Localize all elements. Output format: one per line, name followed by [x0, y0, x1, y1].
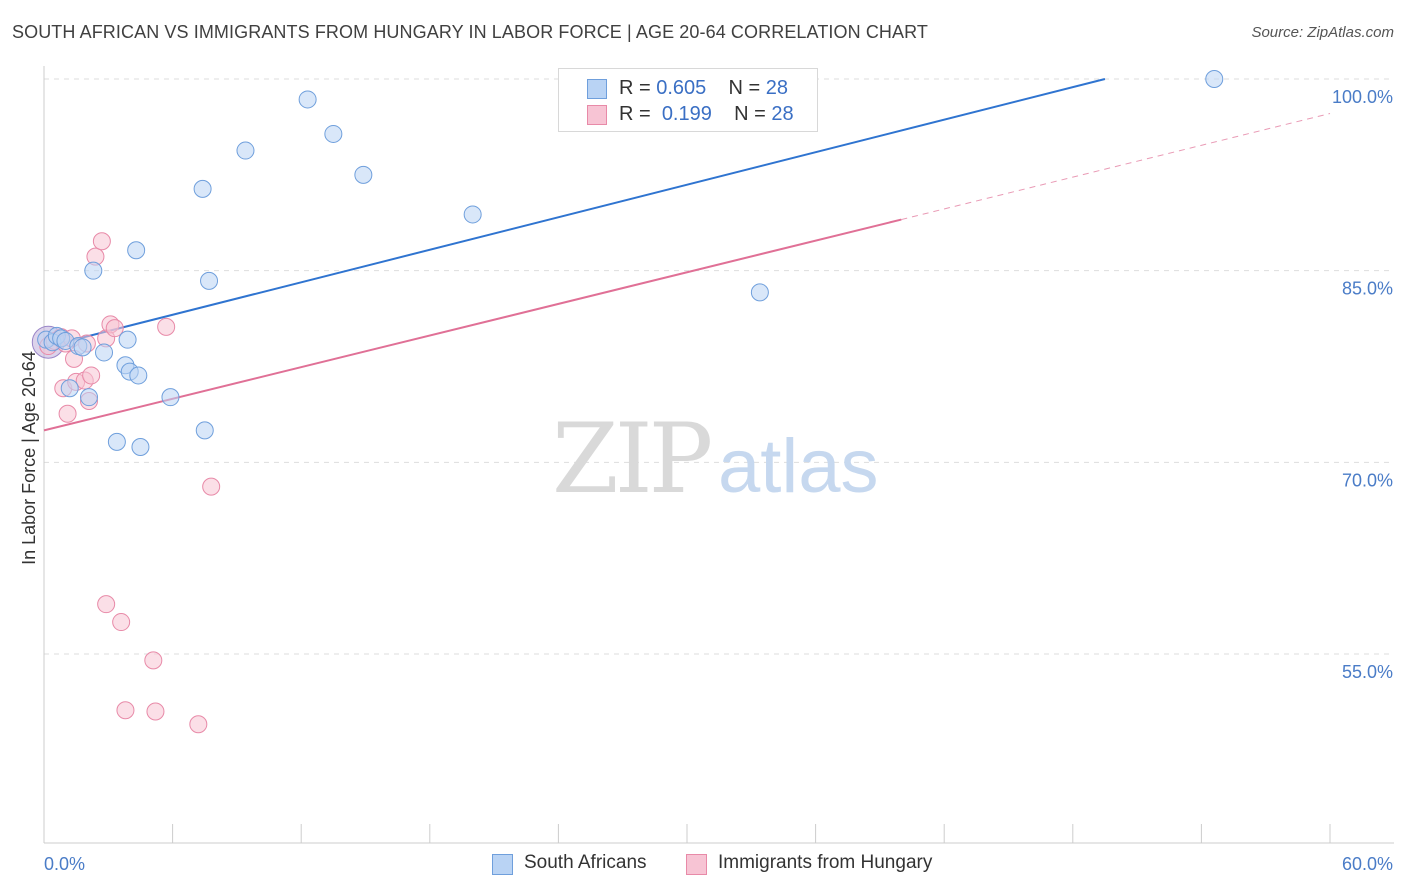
legend-swatch-blue	[587, 79, 607, 99]
watermark-atlas: atlas	[718, 424, 879, 509]
point-south-africans	[161, 388, 180, 407]
point-south-africans	[131, 438, 150, 456]
point-hungary	[202, 477, 221, 496]
point-south-africans	[200, 271, 219, 290]
trendline-hungary	[43, 218, 902, 432]
source-credit: Source: ZipAtlas.com	[1251, 24, 1394, 41]
watermark-zip: ZIP	[552, 403, 711, 515]
trendline-south-africans	[43, 78, 1106, 349]
gridlines	[44, 78, 1394, 655]
legend-n-label: N =	[728, 77, 766, 99]
tick-labels: 100.0% 85.0% 70.0% 55.0% 0.0% 60.0%	[44, 87, 1393, 874]
point-south-africans	[73, 338, 92, 357]
y-tick-label: 85.0%	[1342, 279, 1393, 299]
point-south-africans	[750, 283, 769, 302]
y-tick-label: 55.0%	[1342, 662, 1393, 682]
point-south-africans	[129, 366, 148, 385]
point-hungary	[189, 715, 208, 734]
legend-swatch-blue	[492, 854, 513, 875]
point-south-africans	[298, 90, 317, 109]
legend-n-label: N =	[734, 103, 772, 125]
chart-title: SOUTH AFRICAN VS IMMIGRANTS FROM HUNGARY…	[12, 22, 928, 42]
point-south-africans	[195, 421, 214, 440]
point-south-africans	[1205, 70, 1224, 88]
point-south-africans	[324, 124, 343, 143]
point-hungary	[157, 317, 176, 336]
legend-r-label: R =	[619, 103, 657, 125]
point-hungary	[58, 404, 77, 423]
trendlines	[43, 78, 1331, 432]
legend-r-value: 0.199	[661, 103, 712, 125]
point-hungary	[82, 366, 101, 385]
legend-r-label: R =	[619, 77, 657, 99]
legend-swatch-pink	[686, 854, 707, 875]
legend-n-value: 28	[765, 77, 789, 99]
point-south-africans	[236, 141, 255, 160]
series-legend: South Africans Immigrants from Hungary	[0, 852, 1406, 878]
point-south-africans	[193, 179, 212, 198]
legend-label: South Africans	[524, 852, 647, 873]
point-south-africans	[107, 432, 126, 451]
correlation-legend: R = 0.605 N = 28 R = 0.199 N = 28	[558, 68, 818, 132]
point-hungary	[146, 702, 165, 721]
point-south-africans	[84, 261, 103, 280]
y-axis-label: In Labor Force | Age 20-64	[19, 351, 39, 565]
point-south-africans	[354, 165, 373, 184]
trendline-hungary-extension	[901, 113, 1331, 221]
legend-n-value: 28	[771, 103, 794, 125]
legend-label: Immigrants from Hungary	[718, 852, 933, 873]
point-south-africans	[60, 379, 79, 398]
point-south-africans	[95, 343, 114, 362]
point-hungary	[105, 319, 124, 338]
point-hungary	[144, 651, 163, 670]
data-points	[31, 70, 1224, 734]
x-tick-label: 60.0%	[1342, 854, 1393, 874]
point-south-africans	[80, 388, 99, 407]
point-south-africans	[118, 330, 137, 349]
x-tick-label: 0.0%	[44, 854, 85, 874]
point-hungary	[116, 701, 135, 720]
y-tick-label: 70.0%	[1342, 470, 1393, 490]
axes	[43, 66, 1394, 844]
point-hungary	[112, 613, 131, 632]
watermark: ZIP atlas	[552, 403, 879, 515]
y-tick-label: 100.0%	[1332, 87, 1393, 107]
point-south-africans	[463, 205, 482, 224]
legend-swatch-pink	[587, 105, 607, 125]
legend-r-value: 0.605	[656, 77, 707, 99]
point-hungary	[97, 595, 116, 614]
point-hungary	[92, 232, 111, 251]
point-south-africans	[127, 241, 146, 260]
